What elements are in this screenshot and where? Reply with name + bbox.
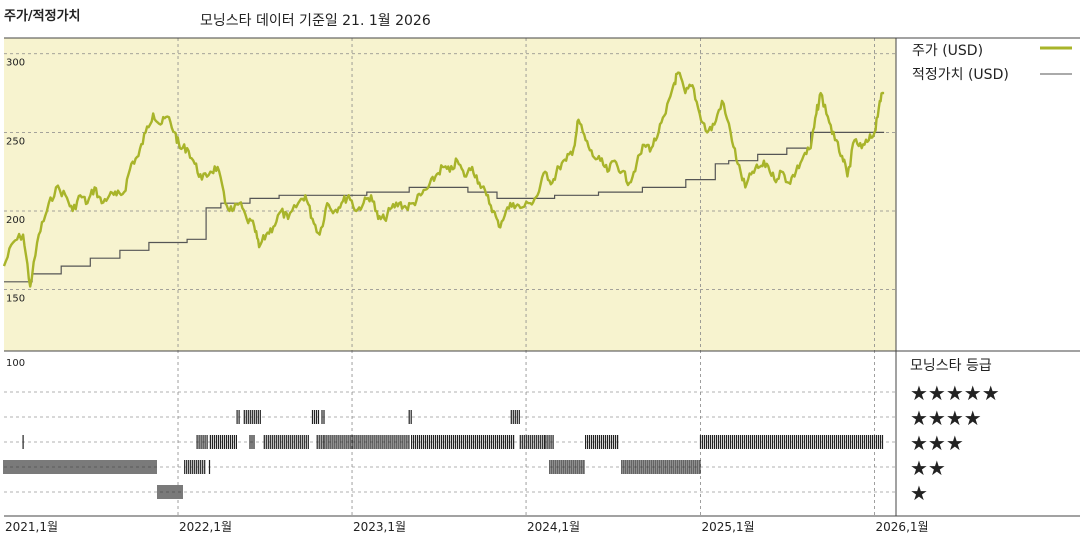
chart-left-title: 주가/적정가치 bbox=[4, 8, 81, 24]
price-line bbox=[2, 71, 885, 288]
rating-label-1-star: ★ bbox=[910, 481, 928, 505]
y-tick-200: 200 bbox=[6, 215, 25, 226]
x-tick-2022: 2022,1월 bbox=[179, 520, 232, 534]
rating-label-3-stars: ★★★ bbox=[910, 431, 964, 455]
legend-fair-value-label: 적정가치 (USD) bbox=[912, 67, 1009, 83]
chart-subtitle: 모닝스타 데이터 기준일 21. 1월 2026 bbox=[200, 13, 431, 29]
legend-price-label: 주가 (USD) bbox=[912, 43, 983, 59]
rating-label-5-stars: ★★★★★ bbox=[910, 381, 1000, 405]
x-tick-2021: 2021,1월 bbox=[5, 520, 58, 534]
y-tick-300: 300 bbox=[6, 58, 25, 69]
price-plot-background bbox=[4, 38, 896, 351]
y-tick-150: 150 bbox=[6, 294, 25, 305]
rating-label-4-stars: ★★★★ bbox=[910, 406, 982, 430]
rating-label-2-stars: ★★ bbox=[910, 456, 946, 480]
x-tick-2024: 2024,1월 bbox=[527, 520, 580, 534]
rating-layer bbox=[3, 410, 884, 499]
x-tick-2025: 2025,1월 bbox=[702, 520, 755, 534]
fair-value-line bbox=[4, 131, 885, 283]
rating-section-title: 모닝스타 등급 bbox=[910, 358, 992, 374]
x-tick-2023: 2023,1월 bbox=[353, 520, 406, 534]
series-layer bbox=[2, 71, 885, 288]
x-tick-2026: 2026,1월 bbox=[876, 520, 929, 534]
y-tick-250: 250 bbox=[6, 136, 25, 147]
rating-y-tick-100: 100 bbox=[6, 358, 25, 369]
